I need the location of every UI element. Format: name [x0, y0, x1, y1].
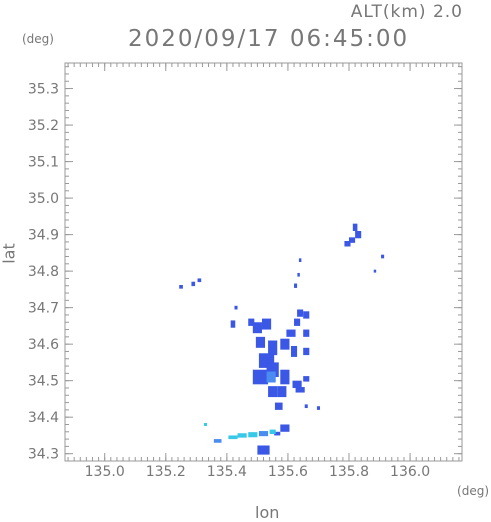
echo-cell	[203, 423, 208, 426]
altitude-label: ALT(km) 2.0	[350, 2, 463, 22]
echo-cell	[294, 283, 298, 288]
echo-cell	[268, 340, 278, 356]
echo-cell	[274, 402, 283, 410]
plot-frame	[64, 62, 463, 462]
echo-cell	[258, 431, 269, 437]
y-tick-label: 34.4	[28, 410, 59, 426]
echo-cell	[290, 345, 298, 357]
y-tick-label: 35.3	[28, 82, 59, 98]
echo-cell	[228, 435, 238, 440]
y-tick-label: 34.6	[28, 337, 59, 353]
y-tick-label: 34.8	[28, 264, 59, 280]
echo-cell	[230, 320, 236, 328]
x-tick-label: 135.8	[329, 464, 369, 480]
echo-cell	[303, 347, 310, 356]
echo-cell	[316, 406, 320, 410]
echo-cell	[355, 230, 362, 239]
x-tick-label: 135.6	[268, 464, 308, 480]
x-unit-label: (deg)	[457, 484, 489, 498]
echo-cell	[179, 285, 183, 289]
x-tick-label: 135.0	[85, 464, 125, 480]
echo-cell	[255, 336, 266, 348]
echo-cell	[266, 371, 276, 383]
echo-cell	[295, 387, 305, 393]
echo-cell	[297, 309, 304, 317]
echo-cell	[237, 433, 247, 438]
echo-cell	[344, 241, 351, 247]
echo-cell	[268, 386, 278, 398]
echo-cell	[294, 318, 301, 326]
y-tick-label: 34.5	[28, 374, 59, 390]
echo-cell	[191, 281, 196, 287]
echo-cell	[381, 254, 385, 259]
echo-cell	[252, 322, 262, 334]
chart-title-timestamp: 2020/09/17 06:45:00	[128, 26, 410, 52]
echo-cell	[257, 445, 270, 455]
echo-cell	[352, 223, 358, 231]
x-tick-label: 135.2	[146, 464, 186, 480]
echo-cell	[213, 439, 222, 443]
echo-cell	[277, 386, 287, 398]
echo-cell	[234, 305, 238, 310]
echo-cell	[349, 237, 356, 243]
echo-cell	[280, 338, 290, 350]
echo-cell	[280, 369, 290, 385]
echo-cell	[248, 318, 255, 326]
x-axis-label: lon	[255, 503, 280, 522]
echo-cell	[252, 369, 269, 385]
y-tick-label: 35.2	[28, 118, 59, 134]
echo-cell	[298, 258, 302, 262]
echo-cell	[269, 429, 276, 434]
y-tick-label: 34.9	[28, 228, 59, 244]
echo-cell	[274, 431, 281, 436]
echo-cell	[292, 380, 302, 388]
echo-cell	[303, 376, 310, 382]
x-tick-label: 136.0	[390, 464, 430, 480]
y-tick-label: 35.0	[28, 191, 59, 207]
echo-cell	[297, 272, 300, 277]
y-tick-label: 34.3	[28, 447, 59, 463]
echo-cell	[197, 278, 202, 283]
x-tick-label: 135.4	[207, 464, 247, 480]
echo-cell	[303, 311, 310, 319]
y-tick-label: 34.7	[28, 301, 59, 317]
echo-cell	[280, 424, 290, 432]
echo-cell	[248, 432, 258, 438]
echo-cell	[304, 404, 308, 409]
y-unit-label: (deg)	[22, 32, 54, 46]
echo-cell	[373, 269, 377, 273]
echo-cell	[286, 329, 296, 337]
y-tick-label: 35.1	[28, 155, 59, 171]
echo-cell	[303, 329, 310, 337]
echo-cell	[261, 318, 272, 330]
